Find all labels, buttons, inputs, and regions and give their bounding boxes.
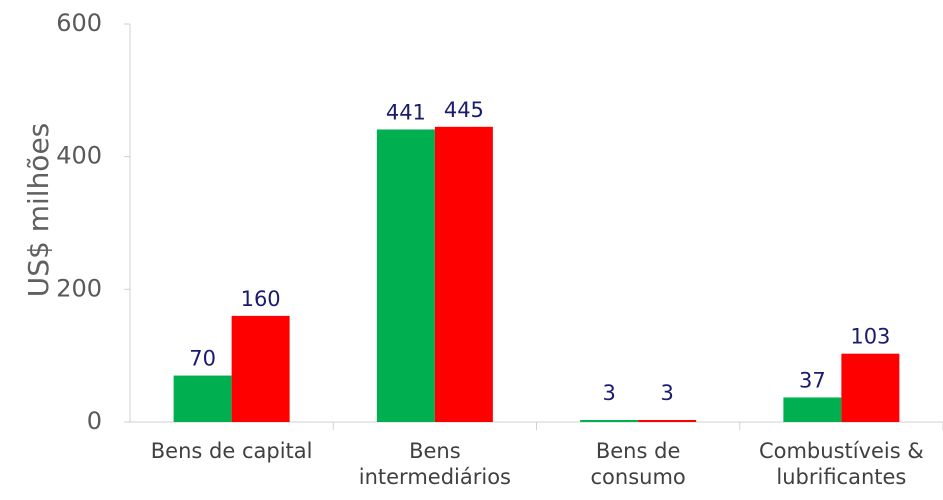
y-tick-label: 400	[56, 142, 102, 170]
bar	[231, 315, 290, 422]
bar	[580, 420, 639, 422]
y-tick-label: 200	[56, 274, 102, 302]
y-axis-label: US$ milhões	[22, 123, 55, 298]
y-tick-label: 0	[87, 407, 102, 435]
x-tick-label: Combustíveis & lubrificantes	[758, 439, 924, 489]
y-tick-label: 600	[56, 9, 102, 37]
bar	[638, 420, 697, 422]
bar	[173, 375, 232, 422]
x-tick-label: Bens de consumo	[590, 439, 686, 489]
bar	[376, 129, 435, 422]
bar	[841, 353, 900, 422]
bar	[434, 126, 493, 423]
value-label: 441	[386, 100, 426, 124]
value-label: 3	[602, 381, 615, 405]
value-label: 70	[189, 347, 216, 371]
value-label: 160	[241, 287, 281, 311]
value-label: 3	[660, 381, 673, 405]
bar	[783, 397, 842, 422]
value-label: 445	[444, 98, 484, 122]
x-tick-label: Bens intermediários	[358, 439, 511, 489]
value-label: 37	[799, 368, 826, 392]
value-label: 103	[850, 325, 890, 349]
x-tick-label: Bens de capital	[150, 439, 313, 463]
